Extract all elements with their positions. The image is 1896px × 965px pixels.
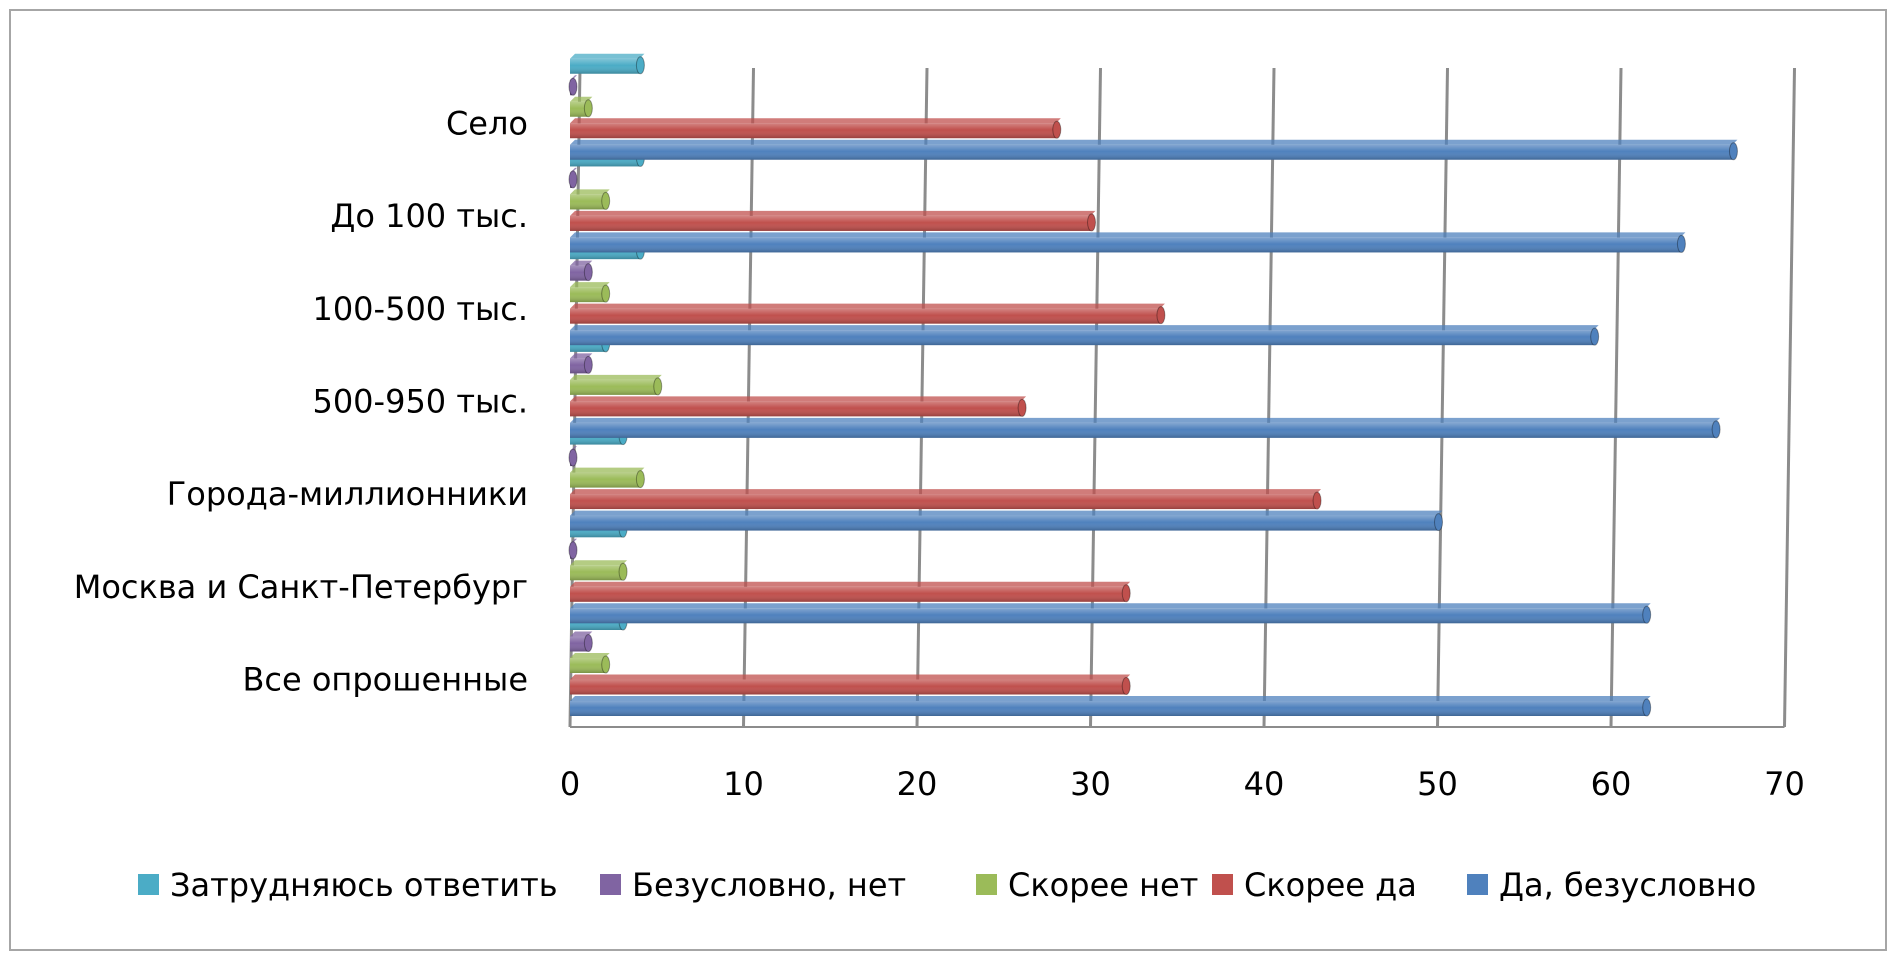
x-tick-label: 10 (723, 765, 764, 803)
y-category-label: Все опрошенные (242, 661, 528, 699)
bar (570, 674, 1131, 695)
legend-label: Да, безусловно (1499, 866, 1756, 904)
bar (570, 303, 1166, 325)
gridline (1783, 67, 1796, 728)
legend-item: Скорее да (1212, 866, 1417, 904)
y-category-label: До 100 тыс. (330, 197, 528, 235)
legend-swatch (600, 874, 621, 895)
bar (570, 53, 645, 75)
bar (570, 489, 1322, 510)
bar (570, 396, 1027, 417)
y-category-label: Города-миллионники (167, 475, 528, 513)
bar (570, 581, 1131, 603)
bar (570, 282, 611, 303)
bar (570, 210, 1096, 232)
bar (570, 353, 593, 374)
bar (570, 696, 1652, 717)
legend-item: Скорее нет (976, 866, 1198, 904)
legend-swatch (138, 874, 159, 895)
legend-swatch (976, 874, 997, 895)
bar (570, 417, 1721, 439)
legend-label: Затрудняюсь ответить (170, 866, 558, 904)
y-category-label: Село (446, 104, 528, 142)
x-tick-label: 50 (1417, 765, 1458, 803)
chart-border (9, 9, 1887, 951)
bar (570, 631, 593, 652)
bar (570, 139, 1738, 161)
legend-item: Безусловно, нет (600, 866, 906, 904)
bar (570, 560, 628, 581)
x-tick-label: 30 (1070, 765, 1111, 803)
bar (570, 260, 593, 282)
y-category-label: 500-950 тыс. (312, 383, 528, 421)
legend-item: Затрудняюсь ответить (138, 866, 558, 904)
bar (568, 75, 578, 96)
x-tick-label: 0 (560, 765, 580, 803)
bar (568, 446, 578, 467)
bar (570, 510, 1443, 532)
bar (570, 374, 663, 396)
bar (568, 167, 578, 189)
bar (570, 189, 611, 210)
bar (568, 538, 578, 560)
x-tick-label: 60 (1591, 765, 1632, 803)
legend-swatch (1212, 874, 1233, 895)
legend-swatch (1467, 874, 1488, 895)
legend-label: Скорее нет (1008, 866, 1198, 904)
bar (570, 96, 593, 118)
x-tick-label: 40 (1244, 765, 1285, 803)
bar (570, 653, 611, 674)
bar (570, 232, 1686, 253)
y-category-label: 100-500 тыс. (312, 290, 528, 328)
legend-label: Скорее да (1244, 866, 1417, 904)
legend-item: Да, безусловно (1467, 866, 1756, 904)
x-tick-label: 20 (897, 765, 938, 803)
bar (570, 603, 1652, 624)
x-tick-label: 70 (1764, 765, 1805, 803)
bar (570, 467, 645, 489)
y-category-label: Москва и Санкт-Петербург (74, 568, 528, 606)
legend-label: Безусловно, нет (632, 866, 906, 904)
bar (570, 325, 1600, 346)
bar (570, 118, 1062, 139)
